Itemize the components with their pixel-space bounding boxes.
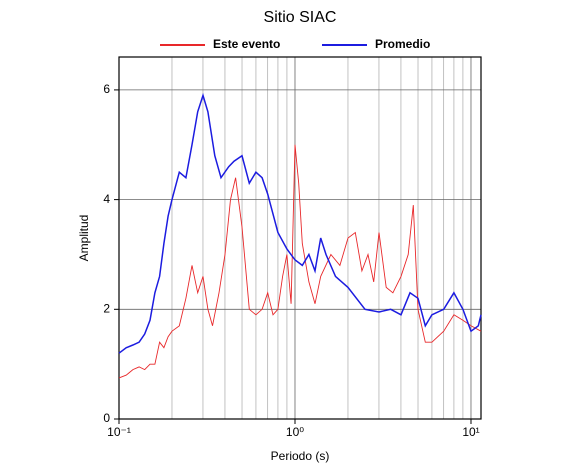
y-tick-label: 6: [103, 82, 110, 96]
plot-frame: [118, 56, 482, 420]
x-axis-label: Periodo (s): [271, 449, 330, 463]
y-tick-label: 4: [103, 192, 110, 206]
line-series: [118, 92, 482, 354]
y-tick-label: 0: [103, 411, 110, 425]
x-tick-label: 10⁻¹: [107, 425, 131, 439]
legend-label: Promedio: [375, 37, 430, 51]
y-tick-label: 2: [103, 301, 110, 315]
line-series: [118, 144, 482, 379]
x-tick-label: 10⁰: [286, 425, 304, 439]
legend-label: Este evento: [213, 37, 280, 51]
chart-title: Sitio SIAC: [264, 9, 337, 26]
y-axis-label: Amplitud: [77, 215, 91, 262]
x-tick-label: 10¹: [462, 425, 479, 439]
